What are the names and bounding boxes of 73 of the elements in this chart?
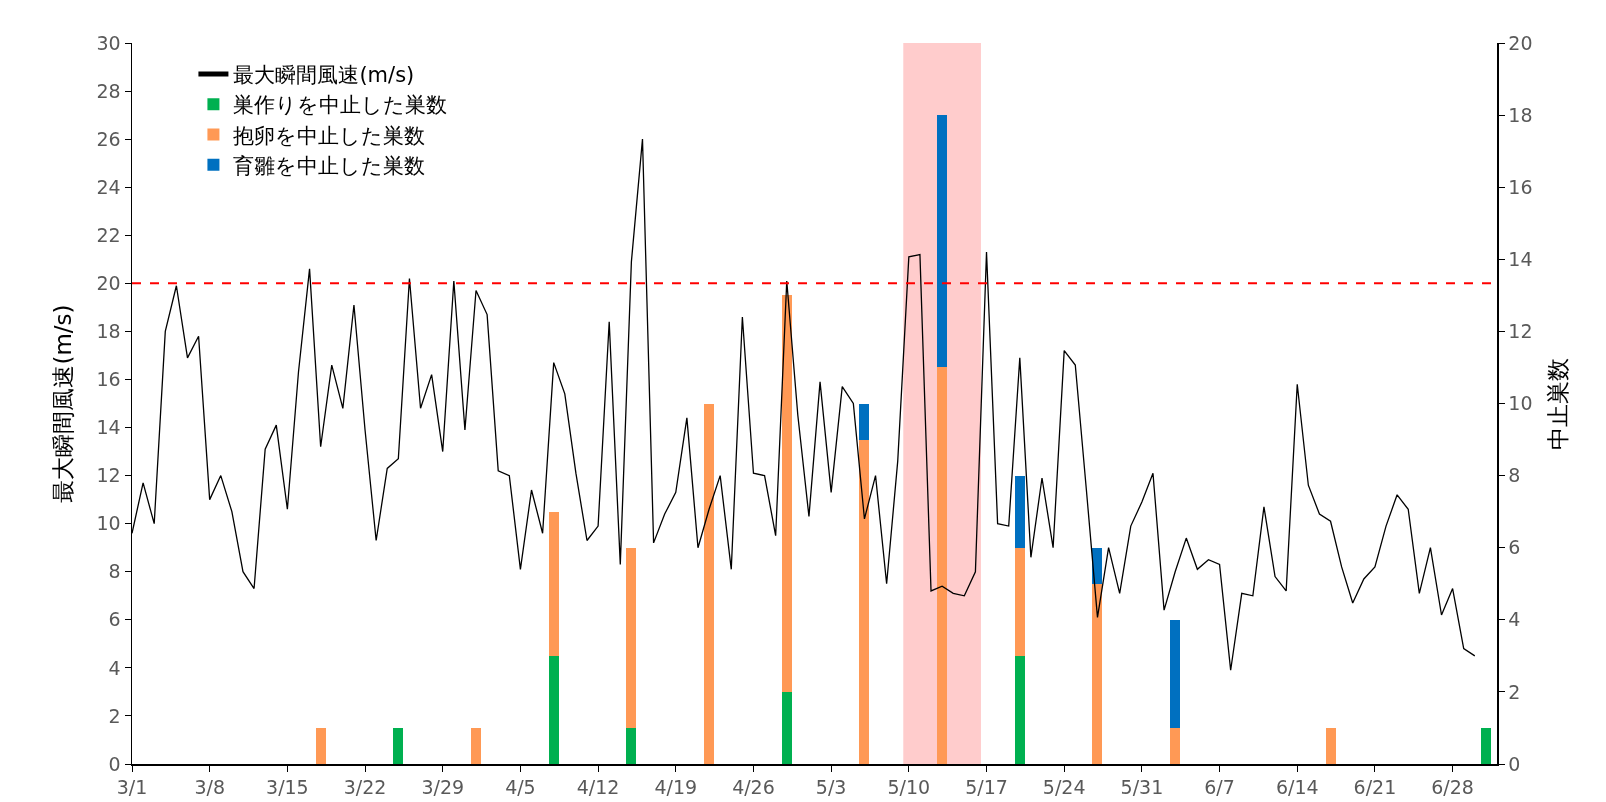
bar	[859, 439, 870, 764]
bar	[548, 511, 559, 656]
bar	[1325, 727, 1336, 764]
y-tick-label: 28	[96, 79, 121, 102]
y-tick-label: 4	[108, 656, 121, 679]
y-tick-label: 14	[96, 416, 121, 439]
y2-tick-label: 14	[1508, 247, 1533, 270]
y-tick-label: 22	[96, 223, 121, 246]
x-tick-label: 5/3	[815, 776, 847, 799]
x-tick-label: 4/5	[505, 776, 536, 799]
x-tick-label: 6/7	[1204, 776, 1235, 799]
y-axis-title: 最大瞬間風速(m/s)	[50, 304, 77, 503]
y-tick-label: 12	[96, 464, 121, 487]
bar	[315, 727, 326, 764]
bar	[626, 727, 637, 764]
y-tick-label: 0	[108, 752, 121, 775]
y2-tick-label: 0	[1508, 752, 1521, 775]
y-tick-label: 10	[96, 512, 121, 535]
y-tick-label: 2	[108, 704, 121, 727]
x-tick-label: 6/28	[1431, 776, 1474, 799]
y2-tick-label: 2	[1508, 680, 1521, 703]
legend-label: 最大瞬間風速(m/s)	[233, 63, 415, 88]
x-tick-label: 4/12	[576, 776, 620, 799]
x-tick-label: 3/29	[421, 776, 465, 799]
y2-tick-label: 16	[1508, 175, 1533, 198]
x-tick-label: 5/10	[887, 776, 931, 799]
y-tick-label: 26	[96, 127, 121, 150]
y-tick-label: 8	[108, 560, 121, 583]
bar	[626, 547, 637, 728]
y2-tick-label: 8	[1508, 464, 1521, 487]
bar	[859, 403, 870, 440]
y-tick-label: 18	[96, 320, 121, 343]
y2-tick-label: 20	[1508, 31, 1533, 54]
legend-label: 巣作りを中止した巣数	[233, 93, 448, 118]
y2-tick-label: 18	[1508, 103, 1533, 126]
legend-label: 抱卵を中止した巣数	[233, 123, 426, 148]
bar	[1170, 727, 1181, 764]
x-tick-label: 3/22	[343, 776, 387, 799]
bar	[393, 727, 404, 764]
bar	[1480, 727, 1491, 764]
bar	[937, 115, 948, 368]
x-tick-label: 5/17	[965, 776, 1008, 799]
y2-tick-label: 10	[1508, 392, 1533, 415]
x-tick-label: 4/19	[654, 776, 698, 799]
x-tick-label: 3/15	[266, 776, 309, 799]
bar	[1014, 655, 1025, 764]
bar	[781, 691, 792, 764]
y-tick-label: 6	[108, 608, 121, 631]
bar	[1170, 619, 1181, 728]
x-tick-label: 6/14	[1275, 776, 1319, 799]
x-tick-label: 3/1	[116, 776, 148, 799]
y-tick-label: 16	[96, 368, 121, 391]
y-tick-label: 30	[96, 31, 121, 54]
x-tick-label: 5/24	[1042, 776, 1086, 799]
bar	[704, 403, 715, 764]
x-tick-label: 3/8	[194, 776, 225, 799]
y2-tick-label: 12	[1508, 320, 1533, 343]
y-tick-label: 24	[96, 175, 121, 198]
y-tick-label: 20	[96, 271, 121, 294]
y2-tick-label: 4	[1508, 608, 1521, 631]
legend-label: 育雛を中止した巣数	[233, 154, 426, 179]
bar	[1014, 475, 1025, 548]
bar	[1092, 583, 1103, 764]
y2-tick-label: 6	[1508, 536, 1521, 559]
x-tick-label: 4/26	[732, 776, 775, 799]
x-tick-label: 6/21	[1353, 776, 1397, 799]
bar	[471, 727, 482, 764]
y2-axis-title: 中止巣数	[1544, 357, 1571, 450]
x-tick-label: 5/31	[1120, 776, 1164, 799]
bar	[1014, 547, 1025, 656]
bar	[781, 295, 792, 692]
bar	[548, 655, 559, 764]
bar	[937, 367, 948, 764]
